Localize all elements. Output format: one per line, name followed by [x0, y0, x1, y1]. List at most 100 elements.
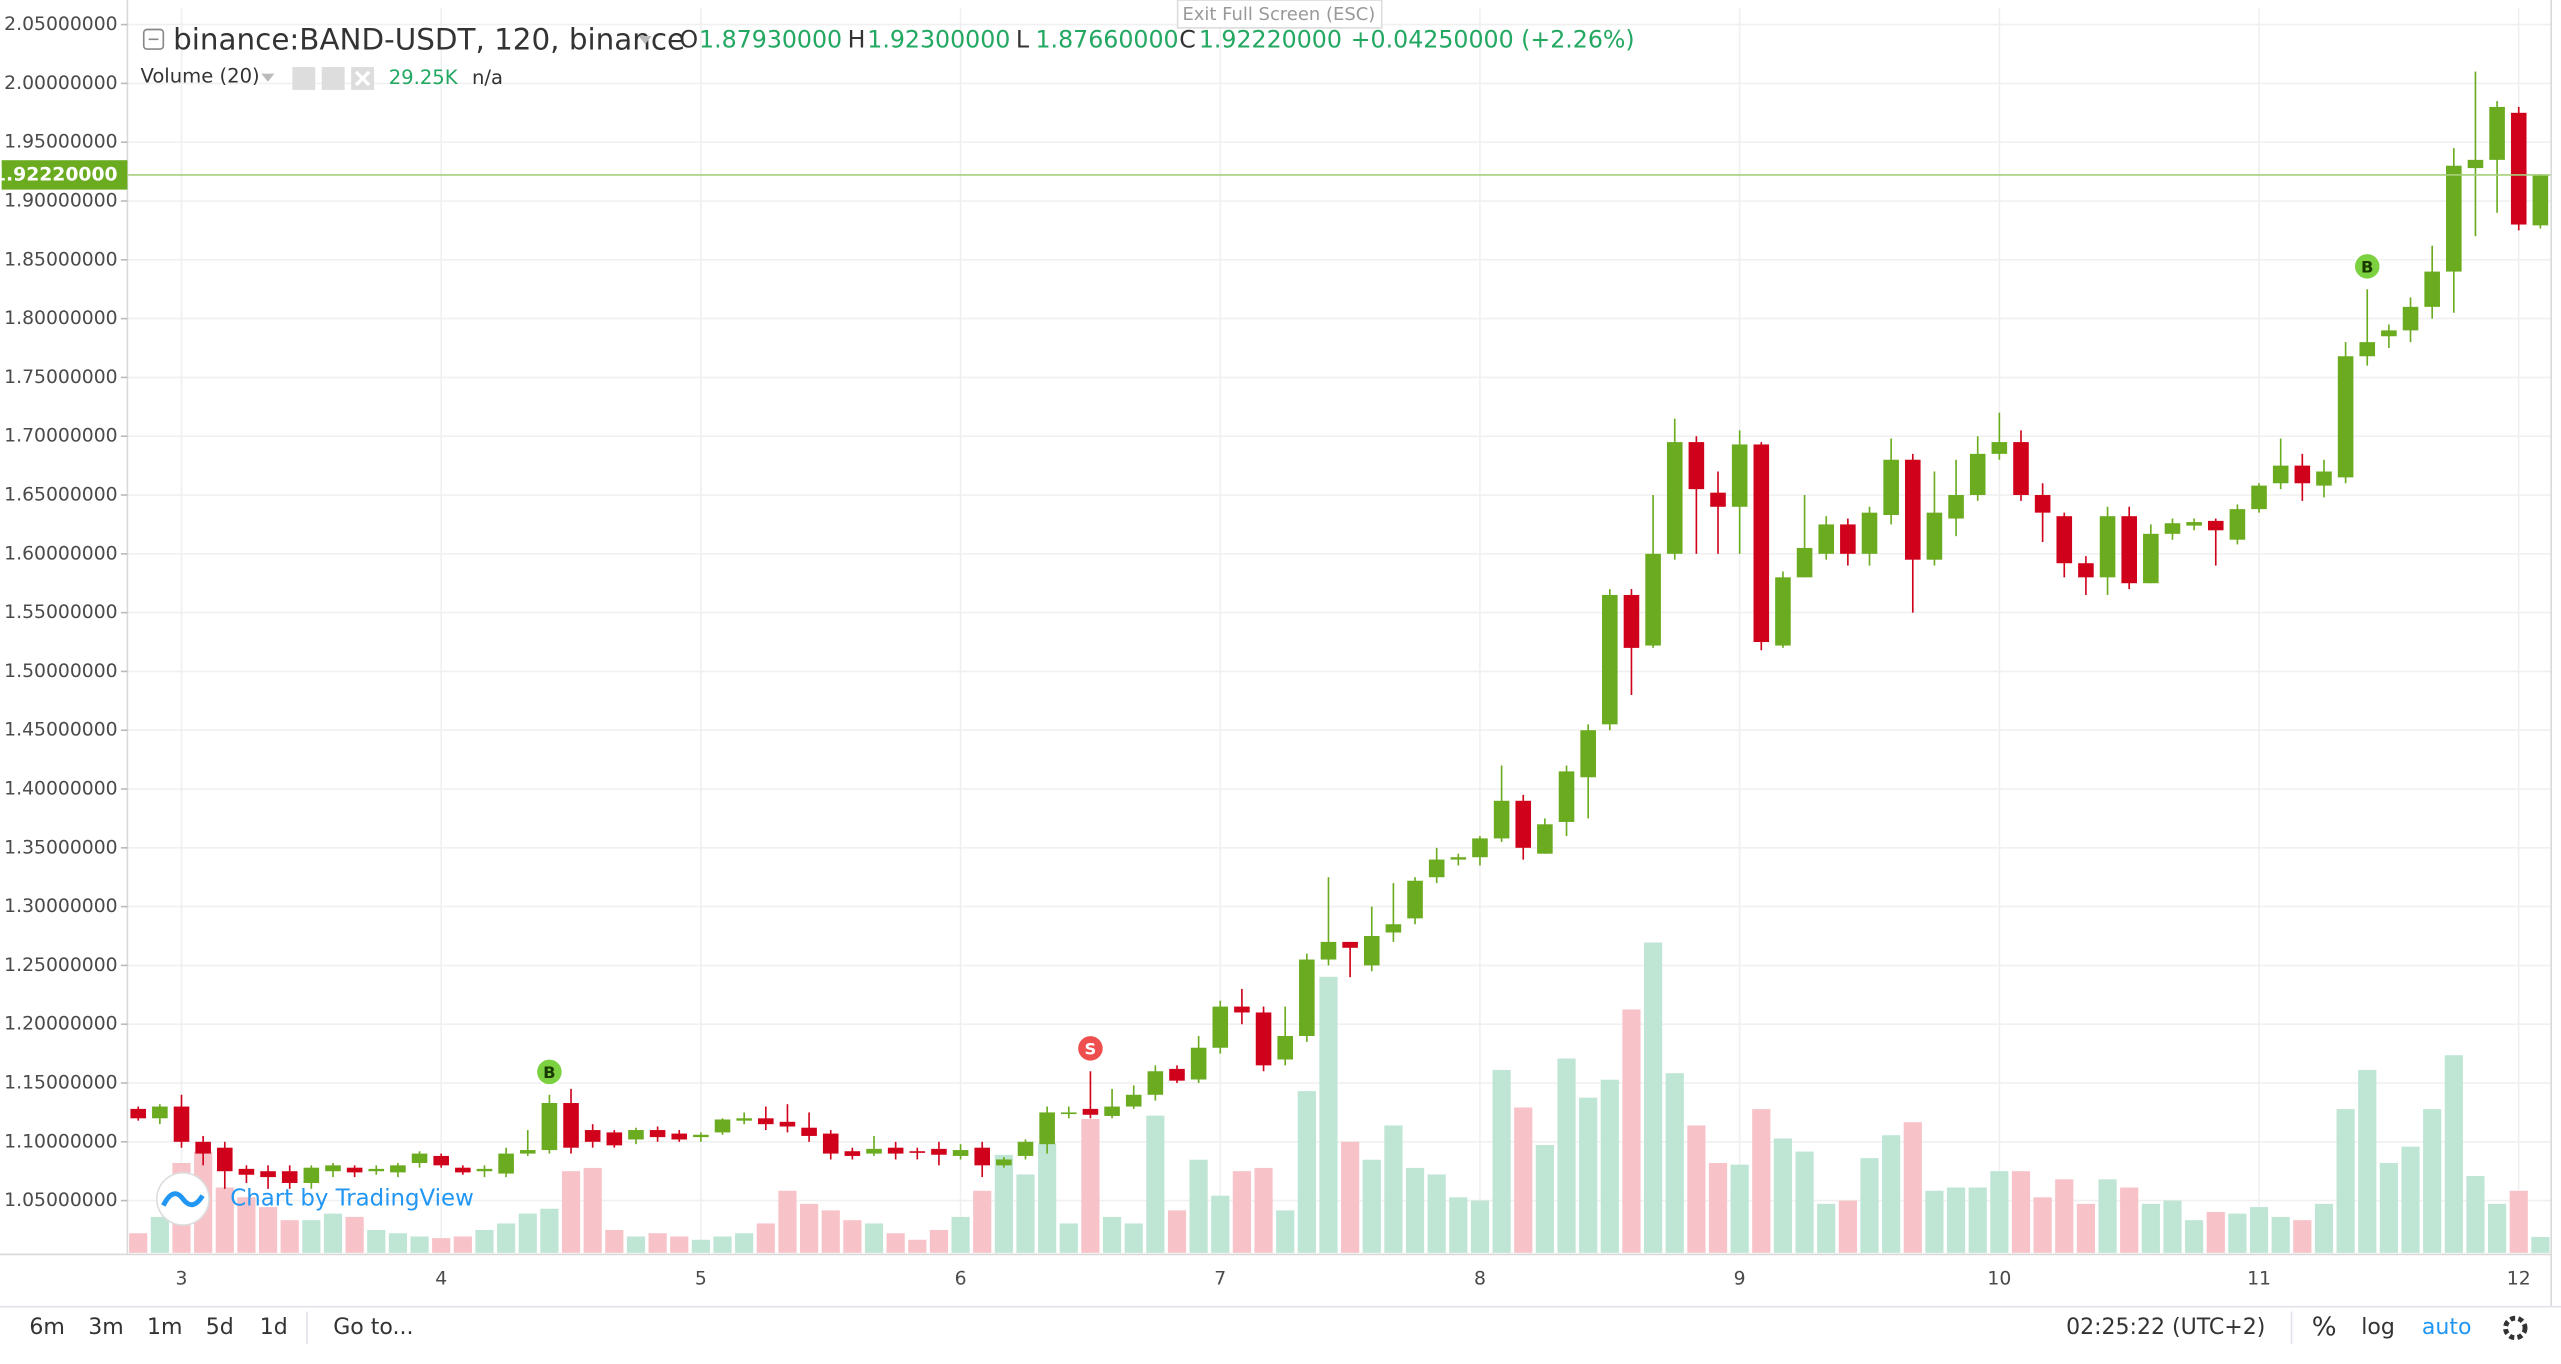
volume-bar: [778, 1190, 797, 1253]
candle-body: [1407, 880, 1423, 919]
candle-body: [736, 1118, 752, 1121]
volume-bar: [1232, 1171, 1252, 1253]
range-button[interactable]: 1d: [260, 1315, 288, 1340]
high-key: H: [848, 25, 866, 53]
volume-bar: [1016, 1174, 1035, 1253]
candle-body: [2424, 271, 2440, 307]
low-key: L: [1016, 25, 1030, 53]
range-button[interactable]: 5d: [206, 1315, 234, 1340]
volume-bar: [1405, 1167, 1425, 1253]
volume-bar: [540, 1208, 559, 1253]
volume-eye-icon[interactable]: [292, 67, 316, 90]
candle-body: [1428, 859, 1445, 878]
watermark[interactable]: Chart by TradingView: [230, 1185, 474, 1211]
candle-body: [1320, 941, 1337, 960]
volume-bar: [345, 1216, 364, 1253]
candle-body: [606, 1132, 623, 1146]
volume-bar: [2076, 1203, 2096, 1253]
change-value: +0.04250000 (+2.26%): [1351, 25, 1635, 53]
candle-body: [1753, 444, 1770, 643]
candle-body: [1666, 442, 1683, 554]
volume-bar: [2228, 1213, 2247, 1253]
volume-bar: [2488, 1203, 2507, 1253]
settings-gear[interactable]: [2503, 1315, 2528, 1341]
x-tick-label: 10: [1987, 1268, 2011, 1289]
signal-marker: [1076, 1034, 1105, 1063]
signal-marker: [535, 1058, 564, 1086]
volume-bar: [691, 1239, 710, 1253]
volume-bar: [2249, 1207, 2269, 1253]
volume-bar: [518, 1213, 537, 1253]
volume-bar: [756, 1223, 775, 1253]
x-tick-label: 7: [1214, 1268, 1226, 1289]
volume-bar: [973, 1190, 992, 1253]
volume-bar: [302, 1220, 321, 1253]
volume-bar: [2336, 1109, 2355, 1253]
candle-body: [693, 1134, 709, 1138]
range-button[interactable]: 3m: [88, 1315, 123, 1340]
percent-toggle[interactable]: %: [2312, 1312, 2337, 1342]
volume-bar: [2163, 1200, 2182, 1253]
y-tick-label: 1.30000000: [4, 896, 117, 917]
candle-body: [2402, 306, 2419, 331]
volume-bar: [1860, 1158, 1879, 1253]
candle-body: [1515, 800, 1532, 848]
title-dropdown[interactable]: [638, 36, 652, 45]
range-button[interactable]: 6m: [29, 1315, 64, 1340]
y-tick-label: 1.70000000: [4, 426, 117, 447]
volume-bar: [1990, 1171, 2009, 1253]
volume-bar: [886, 1233, 905, 1253]
candle-body: [519, 1150, 536, 1154]
y-tick-label: 1.65000000: [4, 485, 117, 506]
grid: [127, 8, 2552, 1253]
volume-bar: [237, 1197, 256, 1253]
candle-body: [952, 1150, 969, 1156]
candle-body: [2078, 563, 2094, 578]
volume-bar: [670, 1236, 689, 1253]
volume-layer: [129, 942, 2550, 1253]
candle-body: [368, 1168, 385, 1172]
range-button[interactable]: 1m: [147, 1315, 182, 1340]
y-tick-label: 1.40000000: [4, 779, 117, 800]
volume-bar: [1557, 1058, 1576, 1253]
auto-toggle[interactable]: auto: [2422, 1315, 2472, 1340]
volume-bar: [2185, 1220, 2204, 1253]
exit-hint: Exit Full Screen (ESC): [1182, 4, 1375, 25]
x-tick-label: 9: [1734, 1268, 1746, 1289]
y-tick-label: 1.05000000: [4, 1190, 117, 1211]
volume-dropdown[interactable]: [261, 73, 275, 82]
goto-button[interactable]: Go to...: [333, 1315, 413, 1340]
candle-body: [931, 1148, 947, 1155]
volume-bar: [1189, 1159, 1208, 1253]
candle-body: [476, 1168, 493, 1172]
last-price-box: [1, 160, 128, 190]
candle-body: [628, 1130, 644, 1140]
candle-body: [1450, 857, 1467, 860]
y-tick-label: 2.05000000: [4, 14, 117, 35]
candle-body: [2272, 465, 2289, 484]
open-value: 1.87930000: [699, 25, 842, 53]
candle-body: [1255, 1012, 1272, 1066]
volume-bar: [929, 1229, 949, 1253]
candle-body: [563, 1103, 579, 1148]
collapse-icon[interactable]: [142, 28, 165, 50]
volume-bar: [2466, 1176, 2485, 1253]
candle-body: [1796, 547, 1813, 578]
candle-body: [1104, 1106, 1120, 1116]
volume-bar: [1773, 1138, 1793, 1253]
candle-body: [714, 1119, 731, 1133]
volume-bar: [2531, 1236, 2550, 1253]
volume-bar: [1708, 1163, 1728, 1253]
candle-body: [1277, 1035, 1293, 1060]
toolbar-items: 6m 3m 1m 5d 1d Go to... 02:25:22 (UTC+2)…: [29, 1311, 2528, 1345]
candle-body: [1775, 577, 1791, 646]
candle-body: [2381, 330, 2397, 337]
candle-body: [844, 1151, 861, 1156]
volume-settings-icon[interactable]: [321, 67, 345, 90]
candle-body: [1861, 512, 1878, 554]
candle-body: [2207, 520, 2224, 531]
log-toggle[interactable]: log: [2361, 1315, 2395, 1340]
candle-body: [1969, 453, 1986, 496]
volume-bar: [2358, 1069, 2377, 1253]
